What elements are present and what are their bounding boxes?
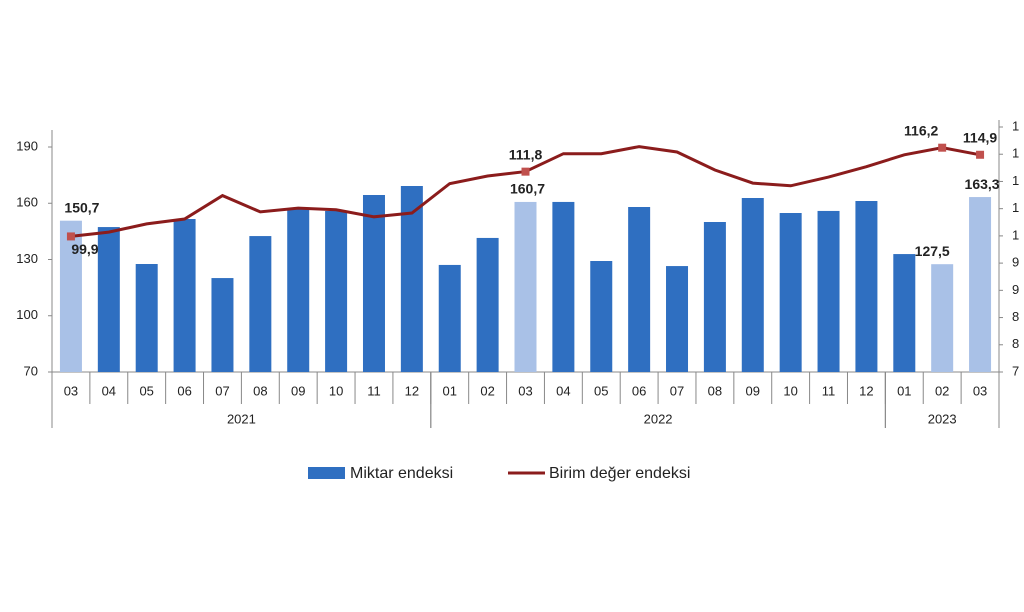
x-tick-label: 01 xyxy=(897,383,911,398)
line-marker xyxy=(66,232,75,241)
x-tick-label: 11 xyxy=(367,383,381,398)
bar xyxy=(893,254,916,372)
bar xyxy=(514,201,537,372)
x-tick-label: 06 xyxy=(632,383,646,398)
x-tick-label: 11 xyxy=(822,383,836,398)
y2-tick-label: 9 xyxy=(1012,282,1019,297)
y2-tick-label: 8 xyxy=(1012,336,1019,351)
x-tick-label: 01 xyxy=(443,383,457,398)
x-group-label: 2021 xyxy=(227,411,256,426)
y-tick-label: 160 xyxy=(16,195,38,210)
x-tick-label: 07 xyxy=(215,383,229,398)
x-tick-label: 10 xyxy=(783,383,797,398)
bar xyxy=(287,209,310,372)
x-tick-label: 05 xyxy=(594,383,608,398)
x-tick-label: 03 xyxy=(64,383,78,398)
line-value-label: 114,9 xyxy=(963,129,997,145)
y-tick-label: 130 xyxy=(16,251,38,266)
x-tick-label: 07 xyxy=(670,383,684,398)
y2-tick-label: 1 xyxy=(1012,118,1019,133)
bar xyxy=(438,264,461,372)
bar xyxy=(666,266,689,372)
y-tick-label: 100 xyxy=(16,307,38,322)
bar xyxy=(741,198,764,372)
legend-label: Miktar endeksi xyxy=(350,465,453,482)
bar xyxy=(476,237,499,372)
line-value-label: 99,9 xyxy=(71,241,98,257)
y2-tick-label: 7 xyxy=(1012,363,1019,378)
bar xyxy=(703,222,726,372)
bar xyxy=(855,201,878,372)
line-marker xyxy=(938,143,947,152)
x-tick-label: 06 xyxy=(177,383,191,398)
x-tick-label: 09 xyxy=(291,383,305,398)
y2-tick-label: 1 xyxy=(1012,173,1019,188)
bar xyxy=(135,264,158,372)
bar xyxy=(211,278,234,372)
line-marker xyxy=(521,167,530,176)
bar xyxy=(59,220,82,372)
bar xyxy=(325,210,348,372)
y2-tick-label: 9 xyxy=(1012,255,1019,270)
x-tick-label: 02 xyxy=(480,383,494,398)
y2-tick-label: 1 xyxy=(1012,146,1019,161)
bar xyxy=(552,201,575,372)
bar-value-label: 127,5 xyxy=(915,243,950,259)
x-tick-label: 04 xyxy=(556,383,570,398)
bar xyxy=(931,264,954,372)
bar xyxy=(97,227,120,372)
y2-tick-label: 1 xyxy=(1012,227,1019,242)
x-tick-label: 02 xyxy=(935,383,949,398)
x-tick-label: 03 xyxy=(518,383,532,398)
bar xyxy=(249,236,272,372)
bar-value-label: 150,7 xyxy=(64,199,99,215)
x-tick-label: 05 xyxy=(139,383,153,398)
x-tick-label: 04 xyxy=(102,383,116,398)
bar xyxy=(590,261,613,372)
bar-value-label: 160,7 xyxy=(510,181,545,197)
legend-label: Birim değer endeksi xyxy=(549,465,690,482)
x-tick-label: 08 xyxy=(708,383,722,398)
bar xyxy=(400,186,423,372)
x-tick-label: 10 xyxy=(329,383,343,398)
y-tick-label: 70 xyxy=(24,363,38,378)
bar xyxy=(362,195,385,372)
line-value-label: 116,2 xyxy=(904,122,938,138)
bar xyxy=(817,210,840,372)
x-tick-label: 12 xyxy=(859,383,873,398)
bar-value-label: 163,3 xyxy=(965,176,1000,192)
y-tick-label: 190 xyxy=(16,138,38,153)
bar xyxy=(628,207,651,372)
line-marker xyxy=(976,150,985,159)
bar xyxy=(779,213,802,372)
x-group-label: 2022 xyxy=(644,411,673,426)
x-tick-label: 12 xyxy=(405,383,419,398)
line-value-label: 111,8 xyxy=(509,146,543,162)
y2-tick-label: 8 xyxy=(1012,309,1019,324)
x-tick-label: 09 xyxy=(746,383,760,398)
bar xyxy=(969,197,992,372)
x-tick-label: 08 xyxy=(253,383,267,398)
x-group-label: 2023 xyxy=(928,411,957,426)
legend-swatch xyxy=(308,467,345,479)
x-tick-label: 03 xyxy=(973,383,987,398)
bar xyxy=(173,219,196,372)
y2-tick-label: 1 xyxy=(1012,200,1019,215)
